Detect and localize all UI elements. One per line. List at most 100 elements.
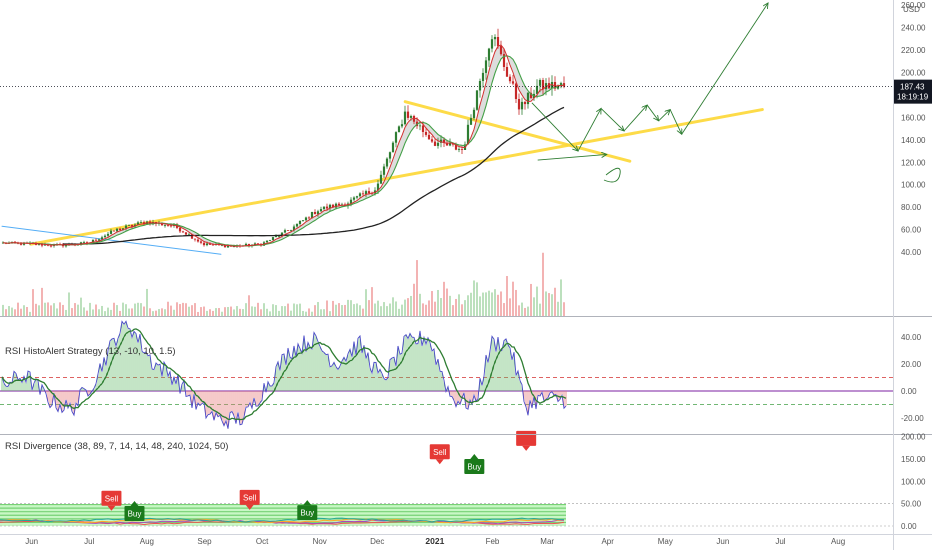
volume-bar — [464, 300, 466, 316]
sell-signal: Sell — [101, 490, 122, 511]
volume-bar — [422, 303, 424, 316]
volume-bar — [314, 305, 316, 316]
volume-bar — [410, 295, 412, 316]
sell-signal-pointer — [107, 505, 116, 511]
x-tick-label: Apr — [601, 537, 614, 546]
volume-bar — [89, 302, 91, 316]
buy-signal-pointer — [303, 500, 312, 506]
volume-bar — [290, 310, 292, 316]
div-y-tick-label: 50.00 — [901, 500, 922, 509]
volume-bar — [215, 308, 217, 316]
candle-body — [550, 82, 554, 89]
signal-label: Sell — [243, 493, 257, 502]
candle-body — [169, 225, 173, 227]
price-y-tick-label: 80.00 — [901, 203, 922, 212]
signal-label: Buy — [467, 463, 481, 472]
volume-bar — [425, 304, 427, 316]
sell-signal: Sell — [429, 444, 450, 465]
volume-bar — [56, 308, 58, 316]
candle-body — [382, 166, 386, 175]
candle-body — [274, 236, 278, 238]
sell-signal-pointer — [435, 459, 444, 465]
projection-segment — [623, 105, 647, 132]
volume-bar — [326, 300, 328, 316]
volume-bar — [431, 291, 433, 316]
volume-bar — [281, 306, 283, 316]
volume-bar — [527, 306, 529, 316]
x-tick-label: Mar — [540, 537, 554, 546]
candle-body — [322, 206, 326, 210]
volume-bar — [131, 308, 133, 316]
volume-bar — [173, 309, 175, 316]
candle-body — [64, 244, 68, 247]
volume-bar — [53, 303, 55, 316]
candle-body — [313, 212, 317, 215]
candle-body — [43, 244, 47, 246]
volume-bar — [197, 311, 199, 316]
price-y-tick-label: 220.00 — [901, 46, 926, 55]
price-y-tick-label: 200.00 — [901, 69, 926, 78]
volume-bar — [170, 305, 172, 316]
candle-body — [352, 197, 356, 200]
volume-bar — [557, 301, 559, 316]
candle-body — [34, 243, 38, 245]
volume-bar — [209, 309, 211, 316]
x-tick-label: May — [658, 537, 673, 546]
volume-bar — [533, 297, 535, 316]
candle-body — [427, 134, 431, 140]
candle-body — [331, 204, 335, 208]
x-tick-label: Aug — [831, 537, 845, 546]
trend-line — [1, 225, 222, 255]
volume-bar — [473, 280, 475, 316]
candle-body — [142, 222, 146, 224]
candle-body — [511, 81, 515, 84]
volume-bar — [269, 311, 271, 316]
candle-body — [520, 101, 524, 110]
volume-bar — [347, 299, 349, 316]
volume-bar — [65, 309, 67, 316]
volume-bar — [239, 308, 241, 316]
volume-bar — [335, 304, 337, 316]
volume-bar — [512, 281, 514, 316]
projection-segment — [681, 3, 768, 135]
volume-bar — [383, 302, 385, 316]
volume-bar — [149, 308, 151, 316]
candle-body — [301, 220, 305, 221]
volume-bar — [488, 290, 490, 316]
candle-body — [127, 225, 131, 226]
buy-signal: Buy — [297, 500, 318, 521]
volume-bar — [254, 306, 256, 316]
volume-bar — [449, 295, 451, 316]
candle-body — [307, 217, 311, 219]
ma-long-line — [63, 106, 565, 245]
volume-bar — [287, 303, 289, 316]
candle-body — [481, 72, 485, 81]
candle-body — [205, 243, 209, 246]
candle-body — [424, 132, 428, 135]
volume-bar — [344, 304, 346, 316]
candle-body — [316, 211, 320, 215]
rsi-panel[interactable] — [0, 320, 893, 429]
candle-body — [451, 143, 455, 145]
candle-body — [187, 234, 191, 236]
volume-bar — [137, 302, 139, 316]
price-y-tick-label: 100.00 — [901, 181, 926, 190]
candle-body — [337, 203, 341, 206]
candle-body — [394, 132, 398, 143]
volume-bar — [77, 304, 79, 316]
volume-bar — [407, 298, 409, 316]
volume-bar — [371, 287, 373, 316]
candle-body — [268, 240, 272, 241]
volume-bar — [560, 279, 562, 316]
candle-body — [271, 237, 275, 240]
buy-signal-pointer — [130, 500, 139, 506]
candle-body — [277, 236, 281, 237]
volume-bar — [413, 283, 415, 316]
candle-body — [292, 226, 296, 231]
volume-bar — [374, 303, 376, 316]
candle-body — [475, 90, 479, 110]
price-panel[interactable] — [0, 3, 893, 316]
divergence-panel[interactable]: Sell Buy Sell Buy Sell Buy — [0, 430, 893, 527]
candle-body — [529, 92, 533, 98]
